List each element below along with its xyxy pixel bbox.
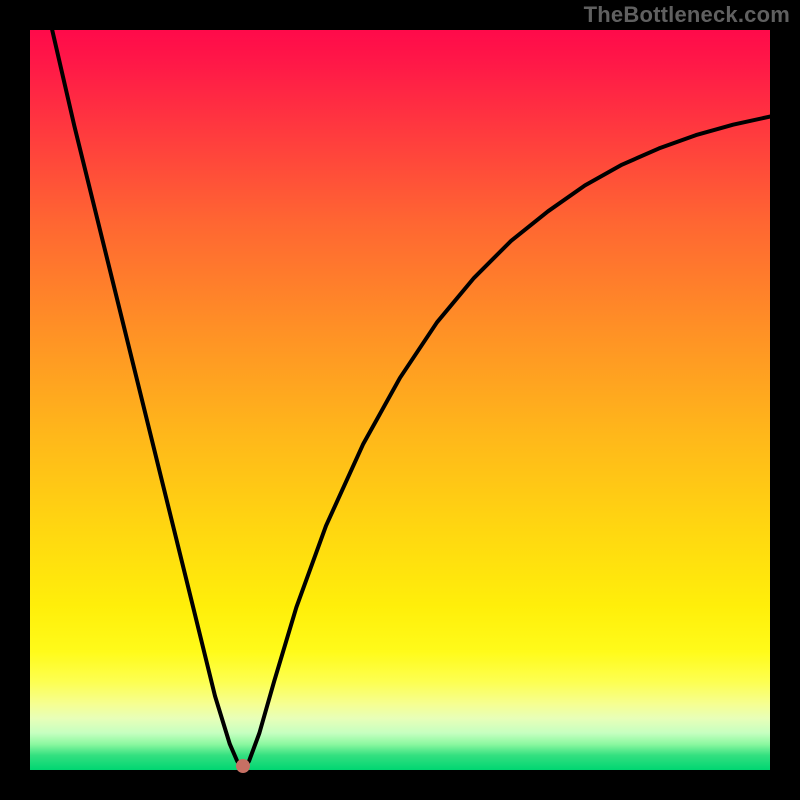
- site-watermark: TheBottleneck.com: [584, 2, 790, 28]
- bottleneck-chart: [30, 30, 770, 770]
- optimal-point-marker: [236, 759, 250, 773]
- curve-path: [52, 30, 770, 769]
- bottleneck-curve: [30, 30, 770, 770]
